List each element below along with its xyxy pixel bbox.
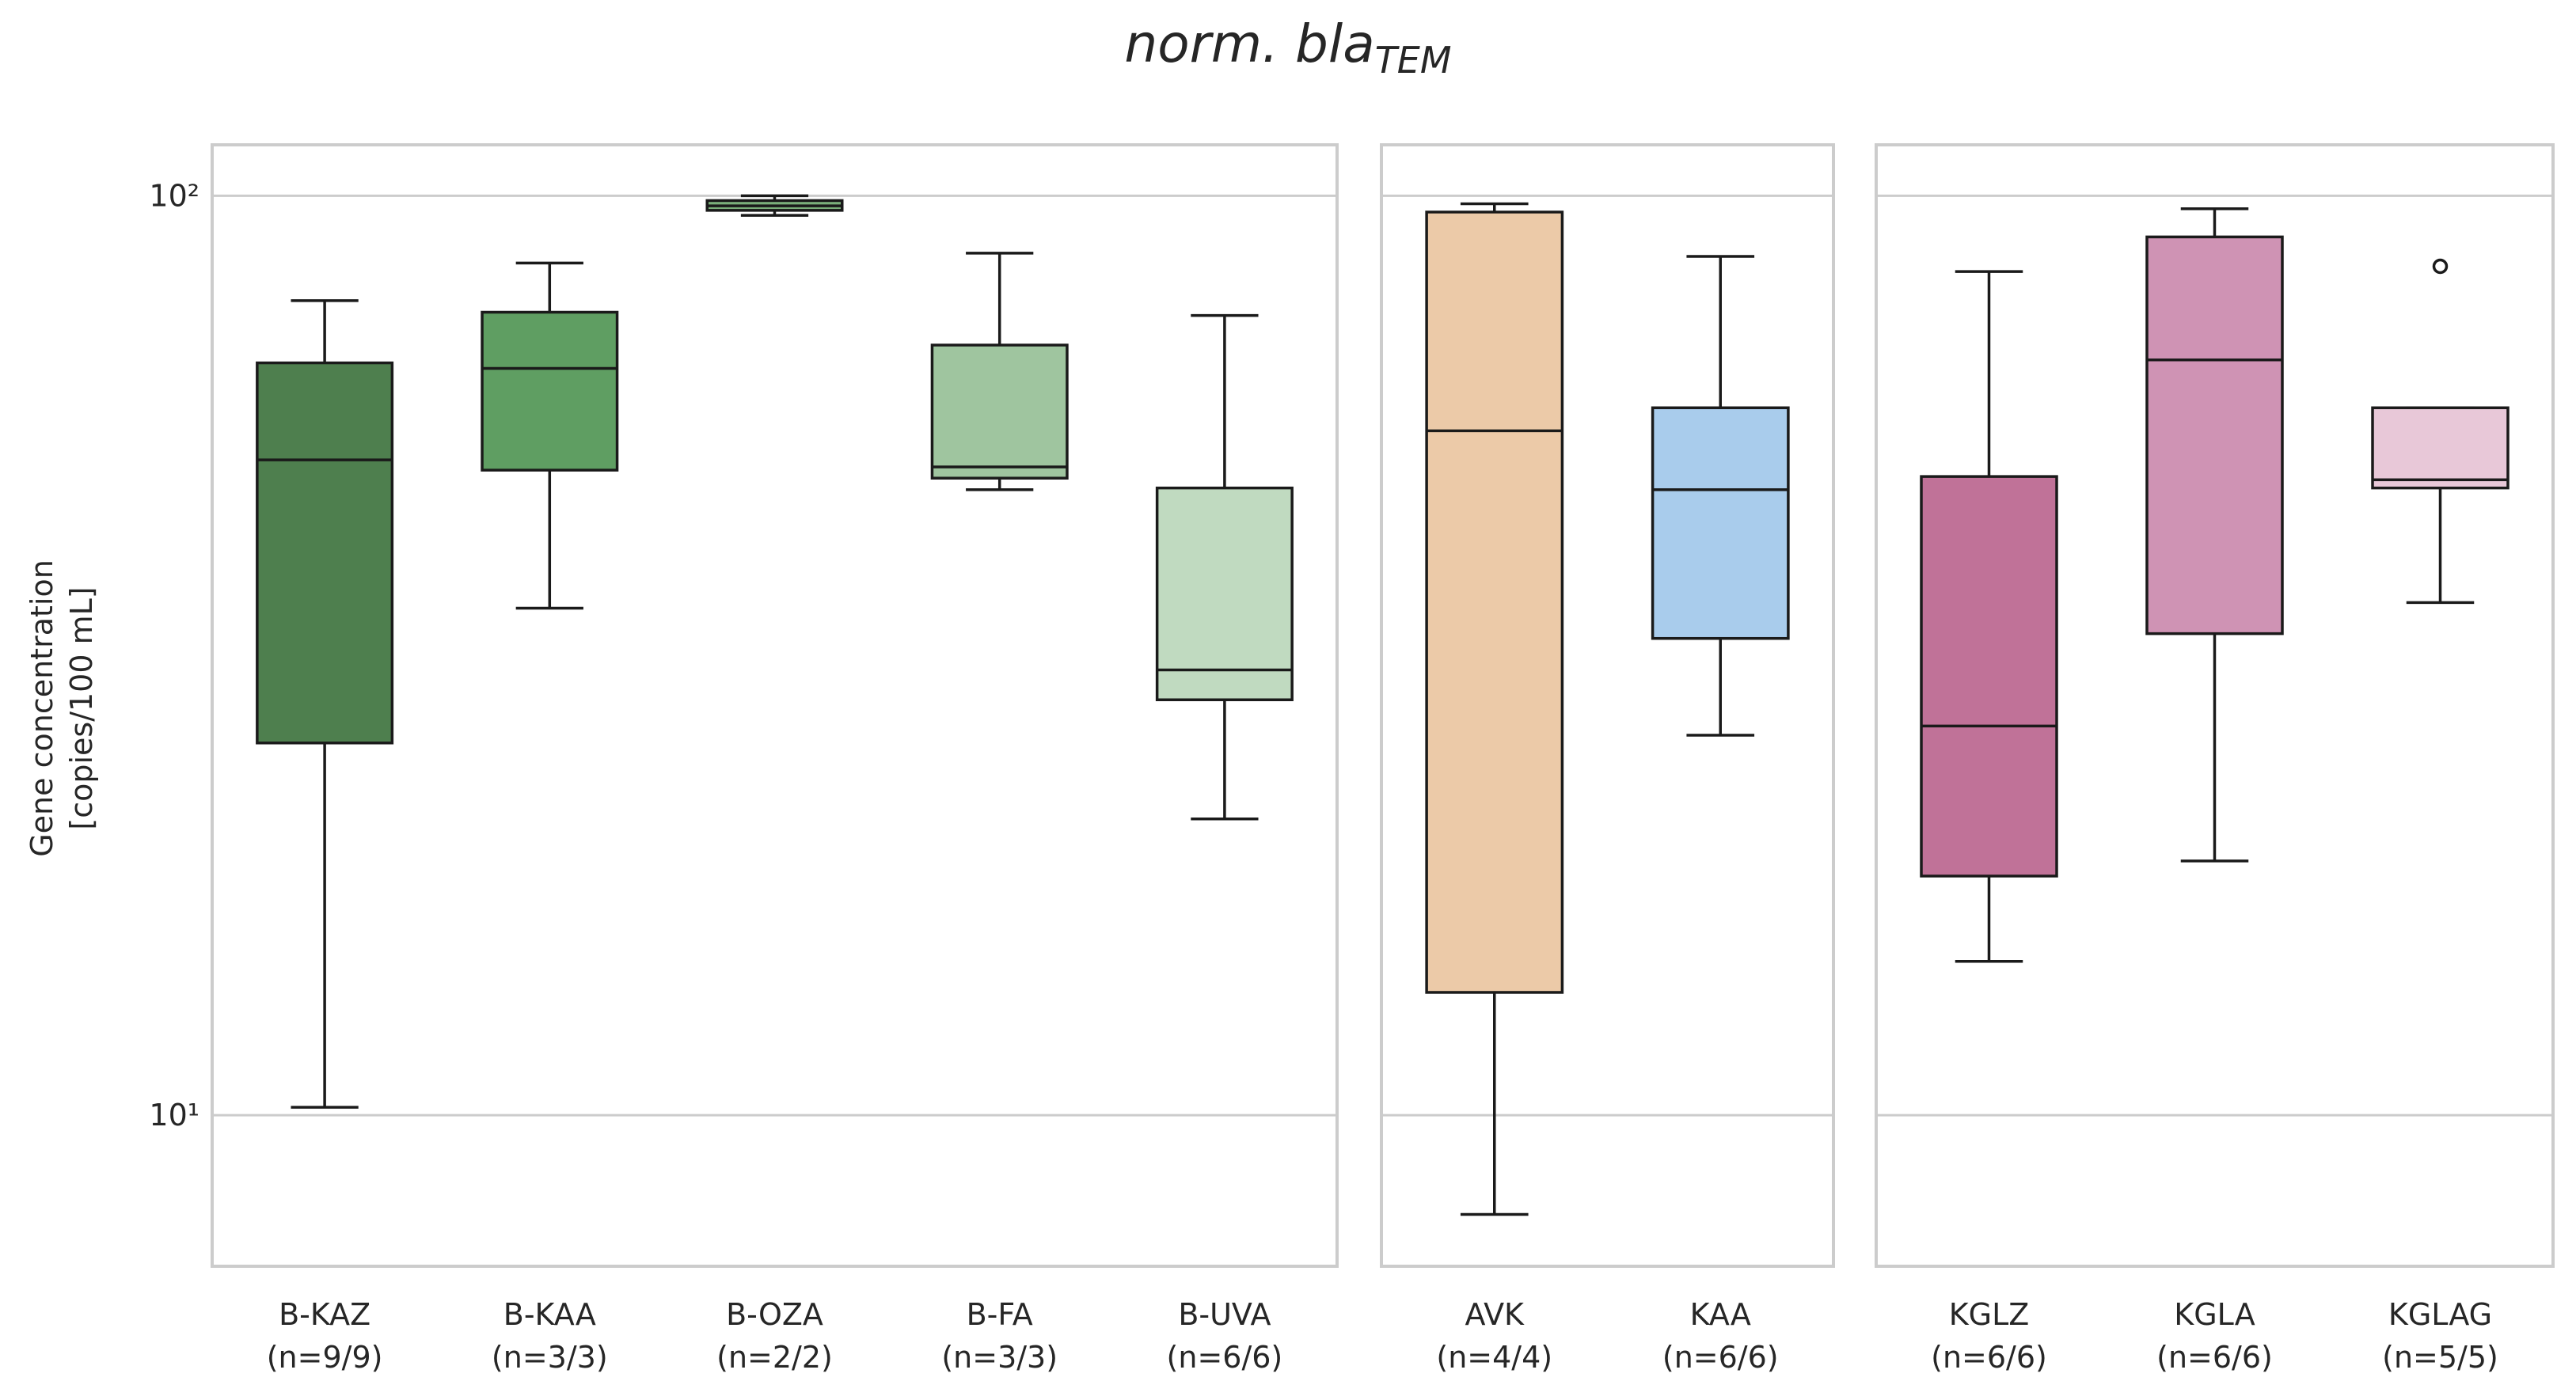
- box: [256, 361, 394, 745]
- x-tick-label: KGLAG: [2388, 1297, 2492, 1332]
- x-tick-sublabel: (n=6/6): [1931, 1340, 2047, 1375]
- box: [2145, 235, 2284, 636]
- x-tick-label: KGLZ: [1949, 1297, 2030, 1332]
- x-tick-sublabel: (n=9/9): [267, 1340, 383, 1375]
- y-axis-label: Gene concentration: [25, 560, 59, 857]
- box: [1425, 211, 1564, 994]
- x-tick-sublabel: (n=6/6): [2156, 1340, 2273, 1375]
- y-tick-label: 10²: [149, 178, 199, 213]
- box: [2371, 406, 2510, 490]
- x-tick-label: B-KAZ: [279, 1297, 370, 1332]
- chart-title: norm. blaTEM: [1124, 13, 1451, 82]
- panel-frame: [211, 143, 1339, 1268]
- y-axis-label: [copies/100 mL]: [64, 586, 99, 829]
- panel-frame: [1875, 143, 2555, 1268]
- box: [1920, 475, 2058, 878]
- x-tick-sublabel: (n=4/4): [1436, 1340, 1552, 1375]
- x-tick-label: KAA: [1690, 1297, 1751, 1332]
- x-tick-label: B-OZA: [726, 1297, 823, 1332]
- box: [1651, 406, 1790, 640]
- x-tick-sublabel: (n=2/2): [716, 1340, 833, 1375]
- x-tick-label: B-UVA: [1178, 1297, 1271, 1332]
- x-tick-label: B-KAA: [503, 1297, 596, 1332]
- box: [481, 310, 619, 472]
- box: [1155, 486, 1294, 701]
- x-tick-label: KGLA: [2174, 1297, 2255, 1332]
- y-tick-label: 10¹: [149, 1098, 199, 1133]
- box: [930, 343, 1069, 480]
- x-tick-label: B-FA: [967, 1297, 1033, 1332]
- title-main: norm. bla: [1124, 13, 1374, 74]
- panel-frame: [1380, 143, 1835, 1268]
- x-tick-label: AVK: [1465, 1297, 1525, 1332]
- x-tick-sublabel: (n=3/3): [492, 1340, 608, 1375]
- x-tick-sublabel: (n=5/5): [2382, 1340, 2498, 1375]
- title-subscript: TEM: [1375, 39, 1452, 82]
- outlier: [2432, 258, 2449, 275]
- x-tick-sublabel: (n=6/6): [1662, 1340, 1779, 1375]
- x-tick-sublabel: (n=6/6): [1167, 1340, 1283, 1375]
- x-tick-sublabel: (n=3/3): [941, 1340, 1058, 1375]
